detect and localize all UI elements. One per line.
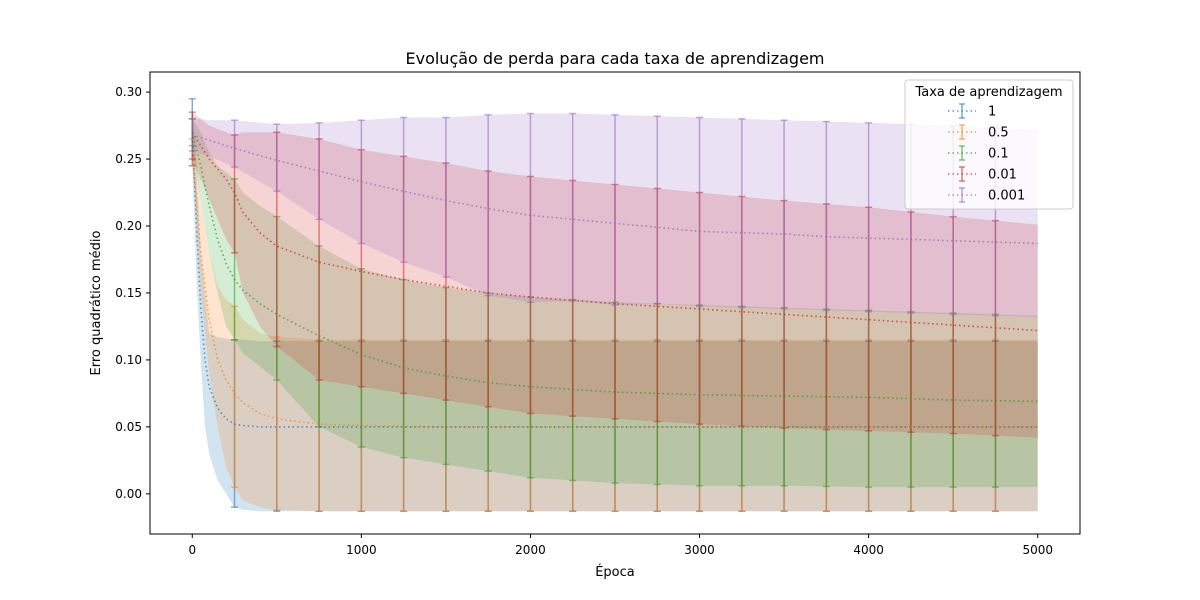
legend-items: 1 0.5 0.1 0.01 0.001: [948, 103, 1025, 204]
series-0-001-errorbar: [865, 122, 873, 313]
series-0-001-errorbar: [400, 116, 408, 263]
x-tick-label: 4000: [853, 543, 884, 557]
legend: Taxa de aprendizagem 1 0.5 0.1 0.01 0.001: [904, 79, 1074, 210]
series-0-001-errorbar: [526, 112, 534, 304]
series-0-001-errorbar: [273, 123, 281, 192]
x-axis-ticks: 0 1000 2000 3000 4000 5000: [188, 534, 1053, 557]
chart-title: Evolução de perda para cada taxa de apre…: [405, 49, 824, 68]
legend-label: 0.01: [988, 168, 1017, 183]
legend-label: 1: [988, 105, 996, 120]
legend-item-0-01: 0.01: [948, 166, 1017, 183]
legend-item-1: 1: [948, 103, 996, 120]
legend-box: [904, 79, 1074, 210]
series-0-5-mean-line: [191, 152, 1038, 428]
x-tick-label: 3000: [684, 543, 715, 557]
legend-label: 0.5: [988, 126, 1009, 141]
y-tick-label: 0.15: [115, 286, 142, 300]
series-0-001-errorbar: [653, 115, 661, 305]
series-1-mean-line: [191, 132, 1038, 428]
legend-item-0-001: 0.001: [948, 187, 1025, 204]
series-0-01-mean-line: [191, 131, 1038, 332]
series-0-001-errorbar: [611, 114, 619, 306]
plot-area: [188, 98, 1038, 512]
series-0-001-errorbar: [231, 119, 239, 168]
series-0-1-mean-line: [191, 132, 1038, 403]
y-tick-label: 0.25: [115, 152, 142, 166]
series-0-001-errorbar: [484, 114, 492, 297]
y-tick-label: 0.20: [115, 219, 142, 233]
series-0-001-errorbar: [569, 112, 577, 302]
y-axis-label: Erro quadrático médio: [89, 230, 104, 375]
x-tick-label: 2000: [515, 543, 546, 557]
series-0-001-errorbar: [696, 116, 704, 308]
series-0-001-errorbar: [780, 119, 788, 310]
legend-title: Taxa de aprendizagem: [914, 85, 1062, 100]
x-axis-label: Época: [595, 564, 635, 580]
x-tick-label: 5000: [1022, 543, 1053, 557]
series-0-001-errorbar: [822, 120, 830, 312]
series-lines: [191, 131, 1038, 428]
y-tick-label: 0.00: [115, 487, 142, 501]
legend-label: 0.1: [988, 147, 1009, 162]
y-tick-label: 0.30: [115, 85, 142, 99]
legend-item-0-5: 0.5: [948, 124, 1009, 141]
axes-frame: [149, 71, 1081, 535]
y-tick-label: 0.05: [115, 420, 142, 434]
legend-item-0-1: 0.1: [948, 145, 1009, 162]
series-0-001-errorbar: [188, 118, 196, 152]
series-0-001-errorbar: [442, 116, 450, 278]
y-tick-label: 0.10: [115, 353, 142, 367]
x-tick-label: 1000: [346, 543, 377, 557]
series-0-001-errorbar: [738, 118, 746, 309]
x-tick-label: 0: [188, 543, 196, 557]
y-axis-ticks: 0.00 0.05 0.10 0.15 0.20 0.25 0.30: [115, 85, 150, 501]
legend-label: 0.001: [988, 189, 1025, 204]
